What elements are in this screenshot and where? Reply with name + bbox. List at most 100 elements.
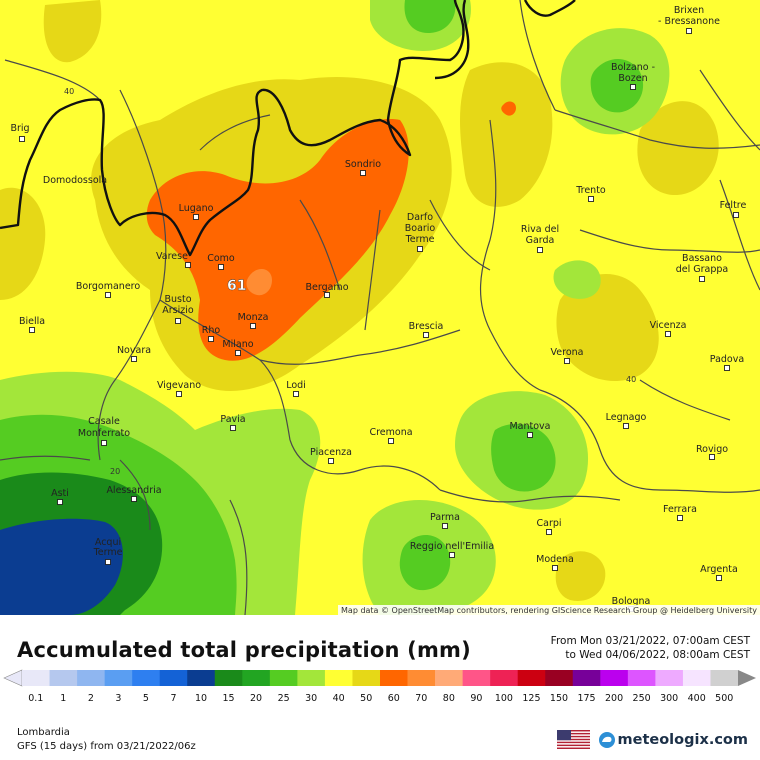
legend-swatch [627,670,656,686]
legend-label: 15 [222,693,234,704]
legend-label: 3 [115,693,121,704]
us-flag-icon[interactable] [556,730,590,749]
city-marker [442,523,448,529]
precip-area-30-garda [553,260,601,299]
legend-swatch [159,670,188,686]
precip-area-25-alps [404,0,456,34]
city-label: Rho [202,325,221,336]
legend-label: 5 [143,693,149,704]
precip-area-70-peak [246,268,272,296]
city-label: Vigevano [157,380,201,391]
city-label: Reggio nell'Emilia [410,541,494,552]
precipitation-map[interactable]: 61 40 40 20 Brixen - Bressanone Bolzano -B… [0,0,760,615]
period-from: From Mon 03/21/2022, 07:00am CEST [550,635,750,647]
legend-label: 50 [360,693,372,704]
legend-swatch [269,670,298,686]
admin-borders [0,0,760,615]
brand[interactable]: meteologix.com [556,730,748,749]
city-label: Garda [526,235,555,246]
city-marker [449,552,455,558]
city-marker [686,28,692,34]
city-marker [733,212,739,218]
legend-swatch [572,670,601,686]
city-marker [623,423,629,429]
city-label: Padova [710,354,744,365]
legend-swatch [462,670,491,686]
precip-area-50-west [0,187,46,300]
legend-swatch [655,670,684,686]
legend-label: 30 [305,693,317,704]
city-marker [101,440,107,446]
legend-arrow-right [738,670,756,686]
city-marker [19,136,25,142]
forecast-period: From Mon 03/21/2022, 07:00am CEST to Wed… [551,634,750,662]
legend-label: 200 [605,693,623,704]
city-label: Varese [156,251,188,262]
city-markers: Brixen- Bressanone Bolzano -Bozen Brig Domo… [10,5,746,612]
legend-scale: 0.1 1 2 3 5 7 10 15 20 25 30 40 50 60 70 80 90 100 125 150 1… [3,669,756,704]
legend-label: 1 [60,693,66,704]
precip-area-60-spot [501,101,516,116]
legend-label: 300 [660,693,678,704]
city-label: Alessandria [106,485,161,496]
city-label: Bassano [682,253,722,264]
city-label: Casale [88,416,120,427]
city-marker [546,529,552,535]
city-label: Trento [575,185,606,196]
legend-swatch [214,670,243,686]
city-marker [588,196,594,202]
legend-label: 7 [170,693,176,704]
precip-area-25-bolzano [590,58,644,113]
city-marker [175,318,181,324]
legend-swatch [297,670,326,686]
city-label: Acqui [95,537,121,548]
legend-label: 100 [495,693,513,704]
legend-label: 25 [278,693,290,704]
city-label: Monza [238,312,269,323]
precip-area-50-northeast [460,62,553,207]
city-label: Feltre [720,200,747,211]
city-marker [724,365,730,371]
map-attribution: Map data © OpenStreetMap contributors, r… [338,605,760,615]
city-label: Carpi [536,518,561,529]
legend-label: 20 [250,693,262,704]
legend-swatch [132,670,160,686]
legend-label: 400 [688,693,706,704]
city-label: Bozen [618,73,647,84]
precip-area-10 [0,518,123,615]
brand-name[interactable]: meteologix.com [617,731,748,748]
city-label: Terme [93,547,123,558]
precip-area-25-emilia [399,534,451,591]
city-marker [131,356,137,362]
legend-label: 80 [443,693,455,704]
legend-swatch [324,670,353,686]
legend-swatch [490,670,518,686]
city-marker [423,332,429,338]
city-marker [105,559,111,565]
city-marker [699,276,705,282]
city-marker [552,565,558,571]
precipitation-legend: 0.1 1 2 3 5 7 10 15 20 25 30 40 50 60 70 80 90 100 125 150 1… [0,668,760,710]
city-label: Darfo [407,212,433,223]
legend-swatch [517,670,546,686]
city-marker [230,425,236,431]
legend-swatch [407,670,436,686]
legend-label: 40 [333,693,345,704]
legend-swatch [435,670,463,686]
legend-label: 150 [550,693,568,704]
city-label: Busto [164,294,191,305]
city-label: Vicenza [650,320,687,331]
legend-label: 500 [715,693,733,704]
legend-swatch [380,670,408,686]
city-marker [218,264,224,270]
legend-swatch [187,670,216,686]
map-meta: Lombardia GFS (15 days) from 03/21/2022/… [17,726,196,754]
city-label: Argenta [700,564,738,575]
legend-arrow-left [3,669,23,687]
city-label: Sondrio [345,159,381,170]
city-label: Riva del [521,224,559,235]
city-marker [360,170,366,176]
legend-swatch [22,670,50,686]
city-label: Arsizio [162,305,194,316]
legend-swatch [710,670,739,686]
